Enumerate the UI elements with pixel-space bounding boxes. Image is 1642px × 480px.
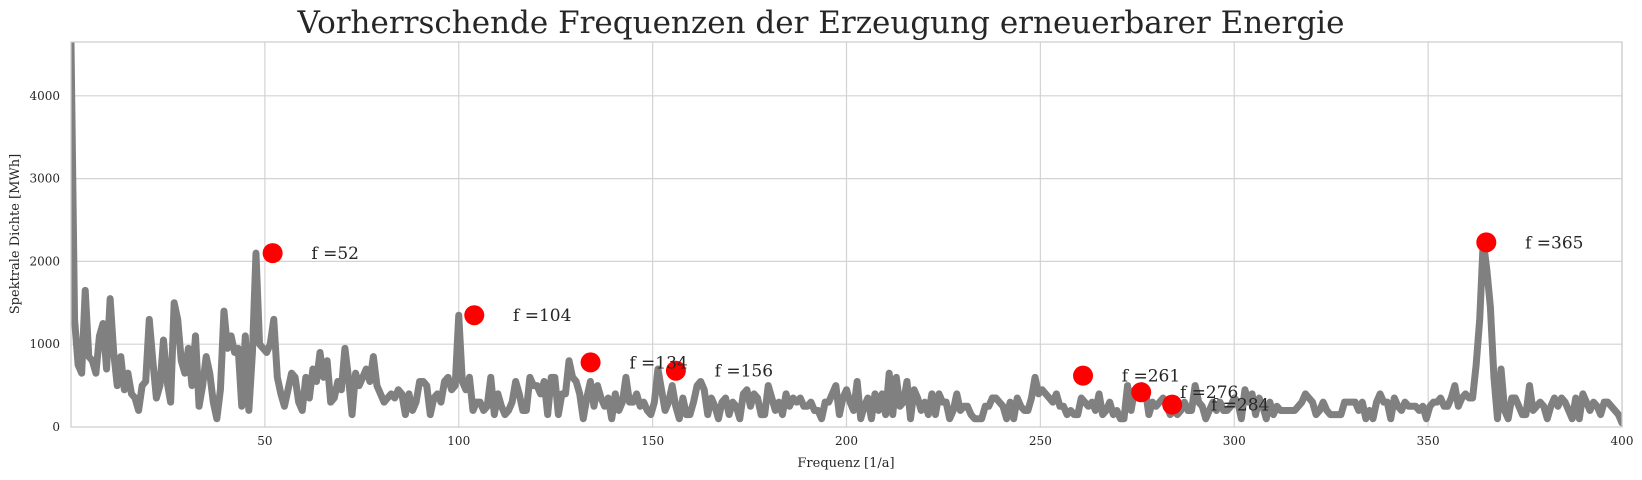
x-tick-label: 300	[1223, 434, 1246, 448]
peak-label: f =365	[1525, 233, 1583, 253]
y-tick-label: 0	[52, 420, 60, 434]
x-axis-label: Frequenz [1/a]	[797, 456, 894, 471]
peak-marker	[1073, 365, 1094, 386]
x-tick-label: 250	[1029, 434, 1052, 448]
peak-marker	[1476, 232, 1497, 253]
peak-label: f =104	[513, 306, 571, 326]
x-tick-label: 350	[1417, 434, 1440, 448]
y-tick-label: 2000	[29, 254, 60, 268]
peak-marker	[1162, 394, 1183, 415]
peak-marker	[580, 352, 601, 373]
y-tick-label: 1000	[29, 337, 60, 351]
peak-marker	[464, 305, 485, 326]
peak-marker	[665, 360, 686, 381]
x-tick-label: 50	[257, 434, 272, 448]
peak-marker	[1131, 382, 1152, 403]
peak-label: f =284	[1211, 396, 1269, 416]
plot-area	[71, 42, 1622, 427]
y-axis-label: Spektrale Dichte [MWh]	[8, 154, 23, 314]
x-tick-label: 100	[447, 434, 470, 448]
spectrum-line	[71, 42, 1622, 427]
plot-frame	[70, 41, 1623, 428]
peak-label: f =52	[311, 244, 359, 264]
grid-lines	[71, 42, 1623, 427]
peak-label: f =134	[629, 353, 687, 373]
y-tick-label: 3000	[29, 172, 60, 186]
peak-marker	[262, 243, 283, 264]
peak-label: f =156	[715, 362, 773, 382]
y-tick-label: 4000	[29, 89, 60, 103]
peak-label: f =261	[1122, 367, 1180, 387]
x-tick-label: 400	[1611, 434, 1634, 448]
peak-label: f =276	[1180, 383, 1238, 403]
chart-title: Vorherrschende Frequenzen der Erzeugung …	[297, 5, 1345, 41]
x-tick-label: 200	[835, 434, 858, 448]
x-tick-label: 150	[641, 434, 664, 448]
